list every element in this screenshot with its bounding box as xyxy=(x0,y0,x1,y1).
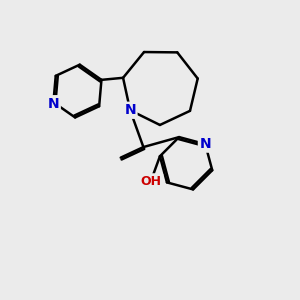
Text: N: N xyxy=(124,103,136,117)
Text: N: N xyxy=(48,97,59,111)
Text: N: N xyxy=(200,137,211,151)
Text: OH: OH xyxy=(141,175,162,188)
